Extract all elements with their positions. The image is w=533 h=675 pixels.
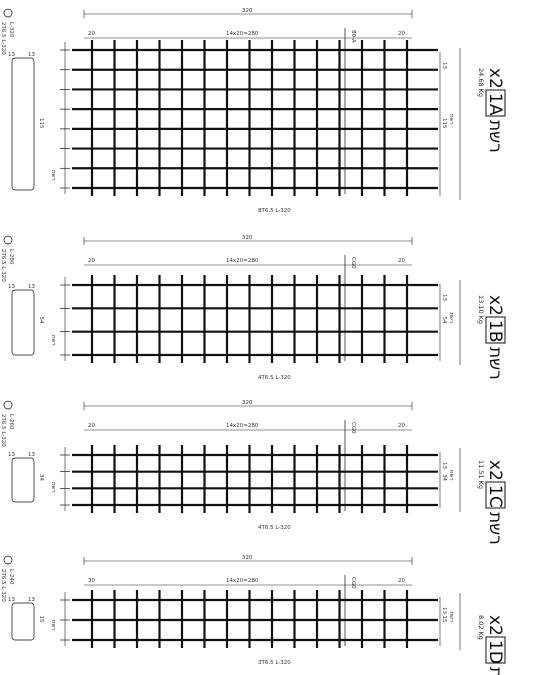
panel-id-box <box>485 481 506 509</box>
panel-title: x2 1A רשת 24.68 Kg <box>477 68 506 153</box>
quantity-label: x2 <box>485 615 505 636</box>
stirrup-spec-label: 2T6.5 L-320 <box>0 414 6 447</box>
panel-id-box <box>485 89 506 117</box>
stirrup-spec-label: 2T6.5 L-320 <box>0 569 6 602</box>
stirrup-note-label: L-260 <box>8 414 14 430</box>
stirrup-height-label: 54 <box>38 317 44 324</box>
side-cover-label: 13 <box>441 294 447 301</box>
stirrup-hook-label: 13 <box>8 52 15 58</box>
quantity-label: x2 <box>485 68 505 89</box>
left-cover-label: 20 <box>88 258 95 264</box>
bar-spec-label: 8T6.5 L-320 <box>258 208 291 214</box>
stirrup-height-label: 15 <box>38 616 44 623</box>
stirrup-hook-label: 13 <box>8 597 15 603</box>
stirrup-shape <box>11 289 35 356</box>
stirrup-hook-label: 13 <box>28 597 35 603</box>
spacing-label: 14x20=280 <box>226 258 259 264</box>
overall-length-label: 320 <box>242 555 253 561</box>
left-cover-label: 20 <box>88 31 95 37</box>
detail-circle-icon <box>3 235 13 245</box>
side-height-label: 54 <box>441 317 447 324</box>
detail-circle-icon <box>3 555 13 565</box>
stirrup-hook-label: 13 <box>28 284 35 290</box>
panel-id-box <box>485 636 506 664</box>
weight-label: 13.10 Kg <box>477 295 485 324</box>
weight-label: 8.02 Kg <box>477 615 485 640</box>
side-section-label: רשת <box>448 470 454 481</box>
stirrup-height-label: 115 <box>38 118 44 129</box>
right-cover-label: 20 <box>398 258 405 264</box>
side-height-label: 115 <box>441 118 447 129</box>
stirrup-type-label: רשת <box>50 620 56 631</box>
panel-id: 1A <box>485 93 505 116</box>
panel-title: x2 1B רשת 13.10 Kg <box>477 295 506 380</box>
detail-circle-icon <box>3 400 13 410</box>
left-cover-label: 20 <box>88 423 95 429</box>
spacing-label: 14x20=280 <box>226 423 259 429</box>
stirrup-shape <box>11 57 35 191</box>
panel-id: 1C <box>485 485 505 508</box>
side-height-label: 15 <box>441 616 447 623</box>
panel-id: 1B <box>485 320 505 342</box>
side-section-label: רשת <box>448 313 454 324</box>
stirrup-note-label: L-280 <box>8 249 14 265</box>
overall-length-label: 320 <box>242 8 253 14</box>
side-cover-label: 13 <box>441 62 447 69</box>
right-cover-label: 20 <box>398 31 405 37</box>
quantity-label: x2 <box>485 295 505 316</box>
quantity-label: x2 <box>485 460 505 481</box>
panel-type-label: רשת <box>485 512 505 545</box>
panel-title: x2 1D רשת 8.02 Kg <box>477 615 506 675</box>
section-mark-label: CG0 <box>350 422 356 434</box>
weight-label: 24.68 Kg <box>477 68 485 97</box>
panel-title: x2 1C רשת 11.51 Kg <box>477 460 506 545</box>
stirrup-note-label: L-320 <box>8 22 14 38</box>
side-section-label: רשת <box>448 114 454 125</box>
side-section-label: רשת <box>448 612 454 623</box>
bar-spec-label: 3T6.5 L-320 <box>258 660 291 666</box>
side-cover-label: 13 <box>441 607 447 614</box>
stirrup-hook-label: 13 <box>8 284 15 290</box>
detail-circle-icon <box>3 8 13 18</box>
stirrup-type-label: רשת <box>50 170 56 181</box>
panel-id: 1D <box>485 640 505 664</box>
stirrup-hook-label: 13 <box>28 452 35 458</box>
section-mark-label: CG0 <box>350 577 356 589</box>
spacing-label: 14x20=280 <box>226 31 259 37</box>
bar-spec-label: 4T6.5 L-320 <box>258 525 291 531</box>
stirrup-spec-label: 2T6.5 L-320 <box>0 249 6 282</box>
stirrup-hook-label: 13 <box>28 52 35 58</box>
stirrup-spec-label: 2T6.5 L-320 <box>0 22 6 55</box>
side-cover-label: 13 <box>441 462 447 469</box>
stirrup-shape <box>11 602 35 641</box>
side-height-label: 34 <box>441 474 447 481</box>
stirrup-type-label: רשת <box>50 335 56 346</box>
overall-length-label: 320 <box>242 400 253 406</box>
bar-spec-label: 4T6.5 L-320 <box>258 375 291 381</box>
section-mark-label: CG0 <box>350 257 356 269</box>
left-cover-label: 30 <box>88 578 95 584</box>
stirrup-type-label: רשת <box>50 482 56 493</box>
section-mark-label: 80-A <box>350 30 356 43</box>
stirrup-height-label: 34 <box>38 474 44 481</box>
stirrup-hook-label: 13 <box>8 452 15 458</box>
stirrup-shape <box>11 457 35 503</box>
panel-type-label: רשת <box>485 667 505 675</box>
right-cover-label: 20 <box>398 578 405 584</box>
weight-label: 11.51 Kg <box>477 460 485 489</box>
panel-type-label: רשת <box>485 347 505 380</box>
panel-id-box <box>485 316 506 344</box>
panel-type-label: רשת <box>485 120 505 153</box>
stirrup-note-label: L-240 <box>8 569 14 585</box>
spacing-label: 14x20=280 <box>226 578 259 584</box>
right-cover-label: 20 <box>398 423 405 429</box>
overall-length-label: 320 <box>242 235 253 241</box>
